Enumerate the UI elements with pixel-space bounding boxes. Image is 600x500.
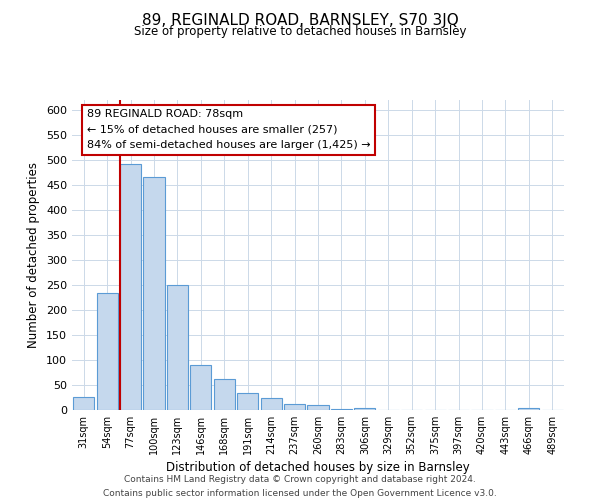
Text: Contains HM Land Registry data © Crown copyright and database right 2024.
Contai: Contains HM Land Registry data © Crown c…: [103, 476, 497, 498]
Bar: [307, 405, 329, 410]
Text: 89, REGINALD ROAD, BARNSLEY, S70 3JQ: 89, REGINALD ROAD, BARNSLEY, S70 3JQ: [142, 12, 458, 28]
Y-axis label: Number of detached properties: Number of detached properties: [28, 162, 40, 348]
Bar: [260, 398, 281, 410]
Text: 89 REGINALD ROAD: 78sqm
← 15% of detached houses are smaller (257)
84% of semi-d: 89 REGINALD ROAD: 78sqm ← 15% of detache…: [87, 110, 370, 150]
Bar: [73, 396, 94, 410]
Bar: [237, 393, 258, 410]
Bar: [97, 292, 118, 410]
Bar: [284, 404, 305, 410]
Bar: [190, 365, 211, 410]
Bar: [331, 408, 352, 410]
X-axis label: Distribution of detached houses by size in Barnsley: Distribution of detached houses by size …: [166, 461, 470, 474]
Bar: [143, 176, 164, 410]
Bar: [355, 408, 376, 410]
Bar: [214, 379, 235, 410]
Bar: [167, 285, 188, 410]
Bar: [518, 408, 539, 410]
Bar: [120, 164, 141, 410]
Text: Size of property relative to detached houses in Barnsley: Size of property relative to detached ho…: [134, 25, 466, 38]
